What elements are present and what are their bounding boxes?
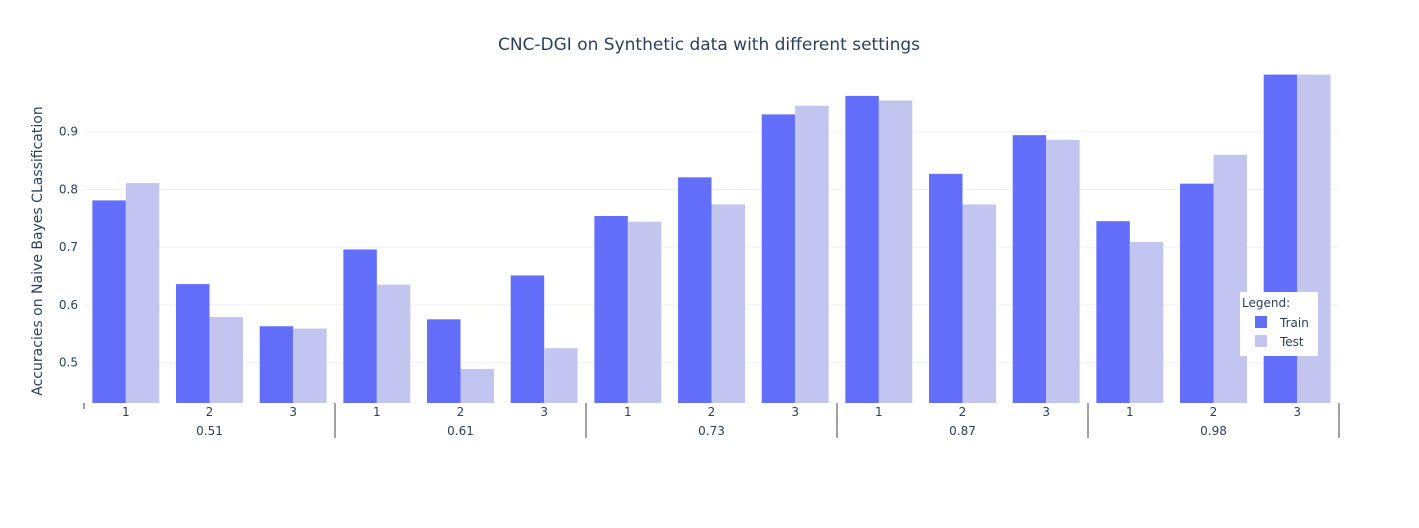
- bar-test[interactable]: [209, 316, 243, 403]
- x-tick-label: 1: [1126, 405, 1134, 419]
- chart-title: CNC-DGI on Synthetic data with different…: [498, 35, 920, 55]
- x-tick-label: 2: [708, 405, 716, 419]
- x-tick-label: 3: [540, 405, 548, 419]
- bar-test[interactable]: [376, 284, 411, 403]
- bar-test[interactable]: [293, 328, 327, 403]
- y-tick-label: 0.8: [59, 182, 78, 196]
- y-tick-label: 0.9: [59, 125, 78, 139]
- bar-train[interactable]: [594, 215, 628, 403]
- y-tick-label: 0.6: [59, 298, 78, 312]
- y-tick-label: 0.5: [59, 356, 78, 370]
- y-axis: 0.5 0.6 0.7 0.8 0.9: [59, 125, 78, 370]
- bar-train[interactable]: [176, 284, 210, 403]
- bar-test[interactable]: [1046, 139, 1080, 404]
- bar-train[interactable]: [678, 177, 712, 403]
- legend-label-train[interactable]: Train: [1279, 316, 1309, 330]
- bar-test[interactable]: [962, 204, 996, 403]
- bar-test[interactable]: [125, 183, 160, 403]
- y-axis-title: Accuracies on Naive Bayes CLassification: [30, 106, 46, 395]
- legend-swatch-train[interactable]: [1255, 316, 1267, 328]
- x-tick-label: 2: [206, 405, 214, 419]
- bar-train[interactable]: [929, 173, 963, 403]
- bar-test[interactable]: [795, 105, 829, 404]
- legend-background: [1240, 292, 1318, 356]
- bar-test[interactable]: [1213, 154, 1247, 403]
- bar-train[interactable]: [1096, 221, 1130, 403]
- x-group-label: 0.73: [698, 424, 725, 438]
- bar-test[interactable]: [627, 221, 662, 403]
- x-tick-label: 1: [373, 405, 381, 419]
- bars: [92, 74, 1331, 404]
- y-tick-label: 0.7: [59, 240, 78, 254]
- x-group-label: 0.61: [447, 424, 474, 438]
- x-group-label: 0.51: [196, 424, 223, 438]
- x-axis: 1 2 3 1 2 3 1 2 3 1 2 3 1 2 3 0.51 0.61 0.73 0.87 0.98: [83, 403, 1340, 438]
- x-tick-label: 2: [1210, 405, 1218, 419]
- bar-train[interactable]: [427, 319, 461, 403]
- bar-test[interactable]: [1129, 241, 1164, 403]
- legend: Legend: Train Test: [1240, 292, 1318, 356]
- bar-train[interactable]: [92, 200, 126, 403]
- bar-train[interactable]: [1012, 135, 1047, 404]
- x-tick-label: 1: [875, 405, 883, 419]
- bar-test[interactable]: [711, 204, 745, 403]
- bar-train[interactable]: [1180, 183, 1214, 403]
- legend-swatch-test[interactable]: [1255, 335, 1267, 347]
- x-tick-label: 2: [457, 405, 465, 419]
- bar-train[interactable]: [761, 114, 796, 404]
- bar-train[interactable]: [845, 95, 879, 403]
- x-tick-label: 1: [122, 405, 130, 419]
- x-tick-label: 3: [1042, 405, 1050, 419]
- legend-label-test[interactable]: Test: [1279, 335, 1304, 349]
- legend-title: Legend:: [1242, 296, 1290, 310]
- bar-test[interactable]: [460, 368, 494, 403]
- bar-test[interactable]: [878, 100, 913, 404]
- x-tick-label: 3: [791, 405, 799, 419]
- x-tick-label: 3: [1293, 405, 1301, 419]
- bar-train[interactable]: [343, 249, 377, 403]
- x-tick-label: 2: [959, 405, 967, 419]
- bar-test[interactable]: [544, 348, 578, 403]
- bar-train[interactable]: [510, 275, 545, 403]
- x-group-label: 0.98: [1200, 424, 1227, 438]
- x-tick-label: 3: [289, 405, 297, 419]
- x-group-label: 0.87: [949, 424, 976, 438]
- x-tick-label: 1: [624, 405, 632, 419]
- bar-train[interactable]: [259, 326, 294, 403]
